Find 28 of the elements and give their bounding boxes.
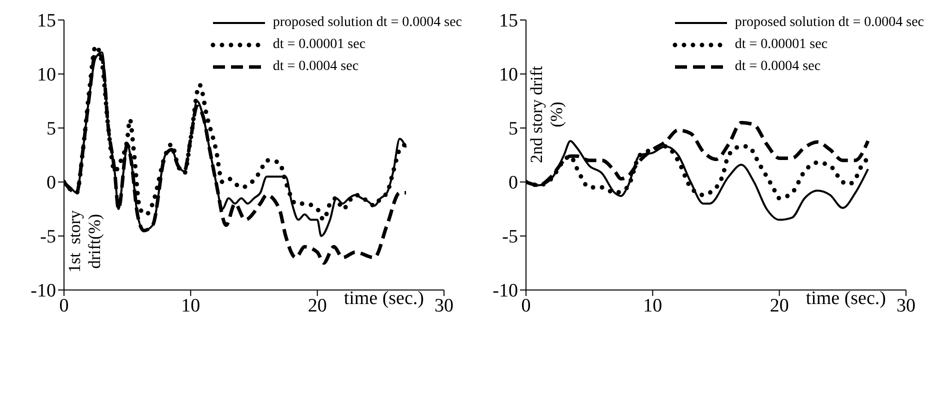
x-tick-label: 30 (434, 295, 454, 316)
x-tick-label: 10 (181, 295, 200, 316)
y-tick-label: 15 (37, 10, 56, 32)
legend-label: proposed solution dt = 0.0004 sec (272, 15, 462, 31)
legend-label: proposed solution dt = 0.0004 sec (734, 15, 924, 31)
legend-label: dt = 0.00001 sec (272, 37, 366, 53)
x-axis-title: time (sec.) (806, 288, 886, 309)
y-tick-label: 15 (499, 10, 518, 32)
y-tick-label: -5 (40, 226, 56, 248)
y-tick-label: -10 (30, 280, 56, 302)
x-tick-label: 10 (643, 295, 662, 316)
legend-label: dt = 0.00001 sec (734, 37, 828, 53)
x-tick-label: 20 (308, 295, 327, 316)
y-tick-label: 10 (37, 64, 56, 86)
y-tick-label: 0 (508, 172, 518, 194)
legend-label: dt = 0.0004 sec (272, 59, 359, 75)
legend-label: dt = 0.0004 sec (734, 59, 821, 75)
y-tick-label: 10 (499, 64, 518, 86)
y-tick-label: 0 (46, 172, 56, 194)
x-axis-title: time (sec.) (344, 288, 424, 309)
y-tick-label: -10 (492, 280, 518, 302)
y-axis-title: 1st story drift(%) (65, 210, 104, 273)
y-tick-label: -5 (502, 226, 518, 248)
y-tick-label: 5 (46, 118, 56, 140)
y-tick-label: 5 (508, 118, 518, 140)
x-tick-label: 20 (770, 295, 789, 316)
x-tick-label: 30 (896, 295, 916, 316)
y-axis-title: 2nd story drift (%) (527, 66, 566, 164)
